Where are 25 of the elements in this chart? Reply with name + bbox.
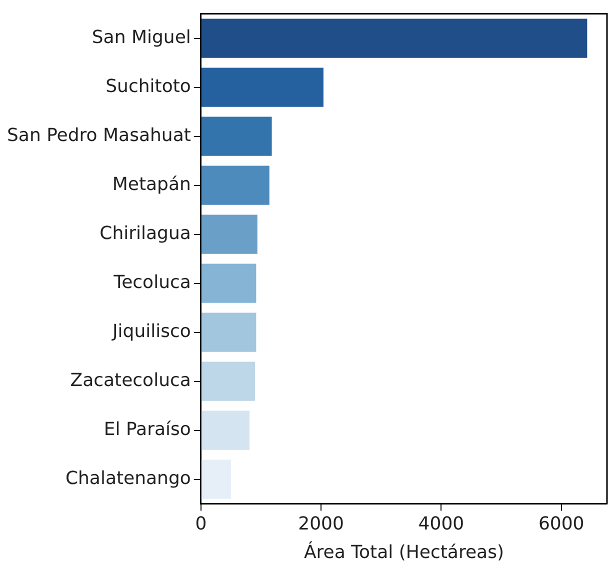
bar	[201, 68, 324, 107]
y-tick-label: San Pedro Masahuat	[6, 124, 191, 146]
y-tick-label: San Miguel	[92, 26, 191, 48]
bar	[201, 214, 258, 254]
x-tick-label: 6000	[538, 513, 584, 534]
bar	[201, 312, 256, 352]
x-tick-label: 2000	[298, 513, 344, 534]
y-tick-label: Chirilagua	[100, 222, 191, 244]
y-tick-label: Chalatenango	[65, 468, 191, 489]
bar	[201, 264, 256, 303]
bar	[201, 460, 231, 499]
bar	[201, 410, 250, 450]
y-tick-label: Tecoluca	[112, 272, 191, 293]
y-tick-label: Suchitoto	[106, 76, 191, 97]
y-tick-label: Zacatecoluca	[70, 370, 191, 391]
bar	[201, 166, 270, 205]
x-axis-title: Área Total (Hectáreas)	[304, 540, 504, 563]
bar	[201, 362, 255, 401]
y-tick-label: El Paraíso	[104, 418, 191, 440]
x-tick-label: 4000	[418, 513, 464, 534]
bar	[201, 116, 272, 156]
bar	[201, 18, 588, 58]
y-tick-label: Metapán	[112, 174, 191, 195]
x-tick-label: 0	[195, 513, 207, 534]
y-tick-label: Jiquilisco	[111, 320, 191, 342]
